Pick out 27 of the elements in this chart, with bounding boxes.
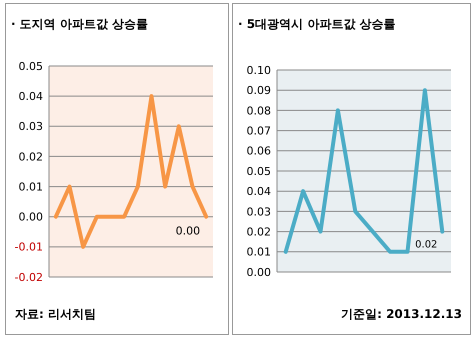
y-tick-label: 0.03 — [246, 205, 271, 218]
data-label: 0.00 — [176, 224, 200, 238]
y-tick-label: 0.03 — [18, 120, 43, 134]
text: 자료: 리서치팀 — [15, 307, 96, 321]
y-tick-label: 0.08 — [246, 104, 271, 118]
y-tick-label: 0.05 — [18, 60, 43, 73]
y-tick-label: 0.04 — [18, 90, 43, 103]
y-tick-label: 0.02 — [246, 225, 271, 238]
y-tick-label: 0.01 — [246, 246, 271, 259]
y-tick-label: 0.02 — [18, 150, 43, 164]
data-label: 0.02 — [415, 240, 438, 251]
y-tick-label: 0.09 — [246, 84, 271, 98]
y-tick-label: -0.02 — [14, 270, 43, 284]
y-tick-label: 0.06 — [246, 144, 271, 158]
line-series — [54, 94, 208, 249]
chart-title: · 5대광역시 아파트값 상승률 — [238, 17, 396, 31]
y-tick-label: 0.01 — [18, 180, 43, 194]
text: 기준일: 2013.12.13 — [341, 307, 462, 321]
chart-title: · 도지역 아파트값 상승률 — [11, 17, 148, 31]
y-tick-label: 0.05 — [246, 164, 271, 178]
y-tick-label: 0.07 — [246, 124, 271, 138]
y-tick-label: 0.04 — [246, 185, 271, 198]
y-tick-label: -0.01 — [14, 240, 43, 254]
y-tick-label: 0.00 — [246, 266, 271, 279]
y-tick-label: 0.00 — [18, 210, 43, 224]
line-series — [284, 88, 444, 254]
y-tick-label: 0.10 — [246, 64, 271, 77]
